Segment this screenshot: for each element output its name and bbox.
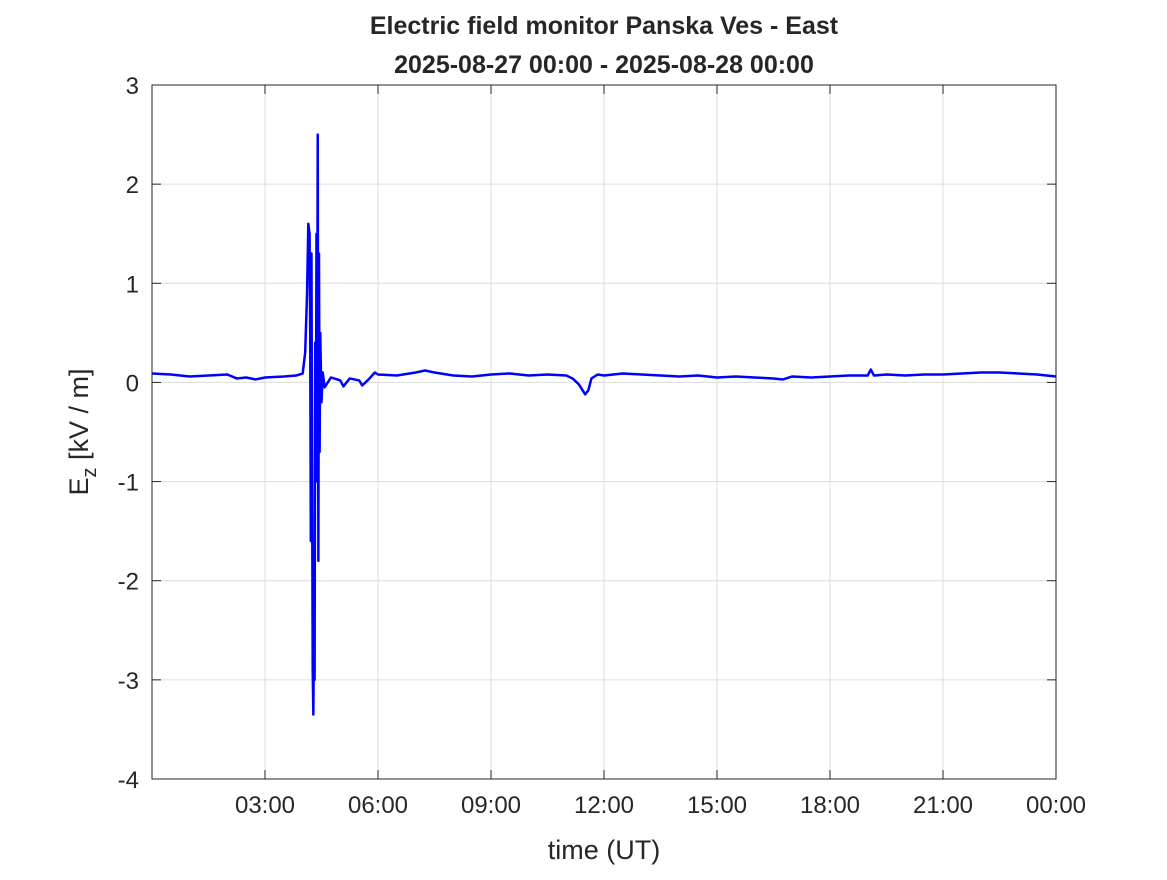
y-tick-label: -2 [118,569,139,596]
chart-subtitle: 2025-08-27 00:00 - 2025-08-28 00:00 [394,51,814,79]
chart-title: Electric field monitor Panska Ves - East [370,12,839,40]
y-tick-label: 1 [126,271,139,298]
y-tick-label: -1 [118,470,139,497]
x-axis-label: time (UT) [548,835,660,865]
y-tick-label: -4 [118,767,139,794]
x-tick-label: 18:00 [800,792,860,819]
x-tick-label: 15:00 [687,792,747,819]
y-tick-label: 0 [126,370,139,397]
x-tick-label: 09:00 [461,792,521,819]
y-tick-label: 3 [126,73,139,100]
x-tick-label: 21:00 [913,792,973,819]
x-tick-label: 00:00 [1026,792,1086,819]
x-tick-label: 06:00 [348,792,408,819]
y-tick-label: 2 [126,172,139,199]
y-tick-label: -3 [118,668,139,695]
x-tick-label: 03:00 [235,792,295,819]
x-tick-label: 12:00 [574,792,634,819]
y-axis-label: Ez [kV / m] [64,368,101,495]
